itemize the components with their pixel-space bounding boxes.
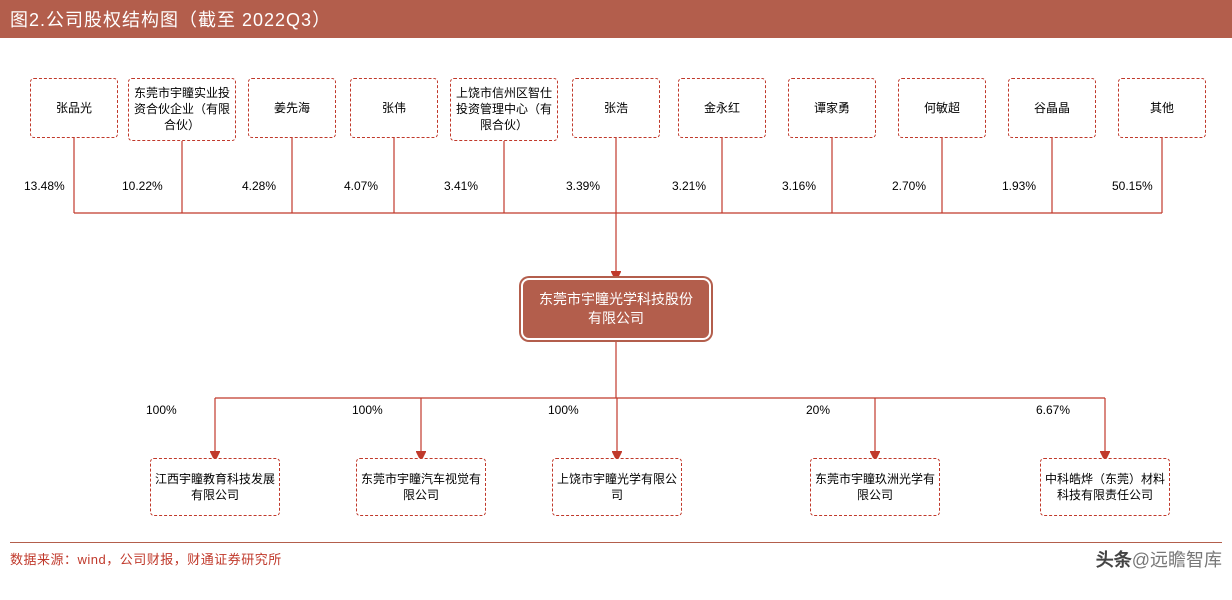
shareholder-node: 谭家勇 [788,78,876,138]
shareholder-node: 东莞市宇瞳实业投资合伙企业（有限合伙） [128,78,236,141]
shareholder-node: 姜先海 [248,78,336,138]
subsidiary-node: 江西宇瞳教育科技发展有限公司 [150,458,280,516]
shareholder-node: 上饶市信州区智仕投资管理中心（有限合伙） [450,78,558,141]
shareholder-node: 谷晶晶 [1008,78,1096,138]
watermark: 头条@远瞻智库 [1096,546,1222,572]
org-chart: 张品光 13.48% 东莞市宇瞳实业投资合伙企业（有限合伙） 10.22% 姜先海 4.2… [0,38,1232,538]
subsidiary-node: 中科皓烨（东莞）材料科技有限责任公司 [1040,458,1170,516]
subsidiary-percent: 20% [806,403,830,417]
equity-structure-figure: 图2.公司股权结构图（截至 2022Q3） 张品光 13.48% 东莞市宇瞳实业投资… [0,0,1232,568]
shareholder-percent: 3.41% [444,179,478,193]
shareholder-percent: 4.28% [242,179,276,193]
shareholder-percent: 10.22% [122,179,163,193]
shareholder-node: 其他 [1118,78,1206,138]
figure-title: 图2.公司股权结构图（截至 2022Q3） [0,0,1232,38]
center-company-node: 东莞市宇瞳光学科技股份有限公司 [521,278,711,340]
watermark-prefix: 头条 [1096,550,1132,570]
shareholder-percent: 3.16% [782,179,816,193]
shareholder-percent: 3.39% [566,179,600,193]
shareholder-percent: 4.07% [344,179,378,193]
subsidiary-percent: 100% [352,403,383,417]
shareholder-node: 何敏超 [898,78,986,138]
shareholder-node: 金永红 [678,78,766,138]
shareholder-percent: 2.70% [892,179,926,193]
subsidiary-percent: 100% [146,403,177,417]
shareholder-node: 张品光 [30,78,118,138]
shareholder-percent: 50.15% [1112,179,1153,193]
subsidiary-node: 东莞市宇瞳玖洲光学有限公司 [810,458,940,516]
subsidiary-node: 上饶市宇瞳光学有限公司 [552,458,682,516]
shareholder-percent: 3.21% [672,179,706,193]
subsidiary-percent: 6.67% [1036,403,1070,417]
subsidiary-percent: 100% [548,403,579,417]
watermark-text: @远瞻智库 [1132,550,1222,570]
shareholder-percent: 13.48% [24,179,65,193]
subsidiary-node: 东莞市宇瞳汽车视觉有限公司 [356,458,486,516]
data-source: 数据来源：wind，公司财报，财通证券研究所 [0,543,1232,568]
shareholder-node: 张伟 [350,78,438,138]
shareholder-node: 张浩 [572,78,660,138]
shareholder-percent: 1.93% [1002,179,1036,193]
